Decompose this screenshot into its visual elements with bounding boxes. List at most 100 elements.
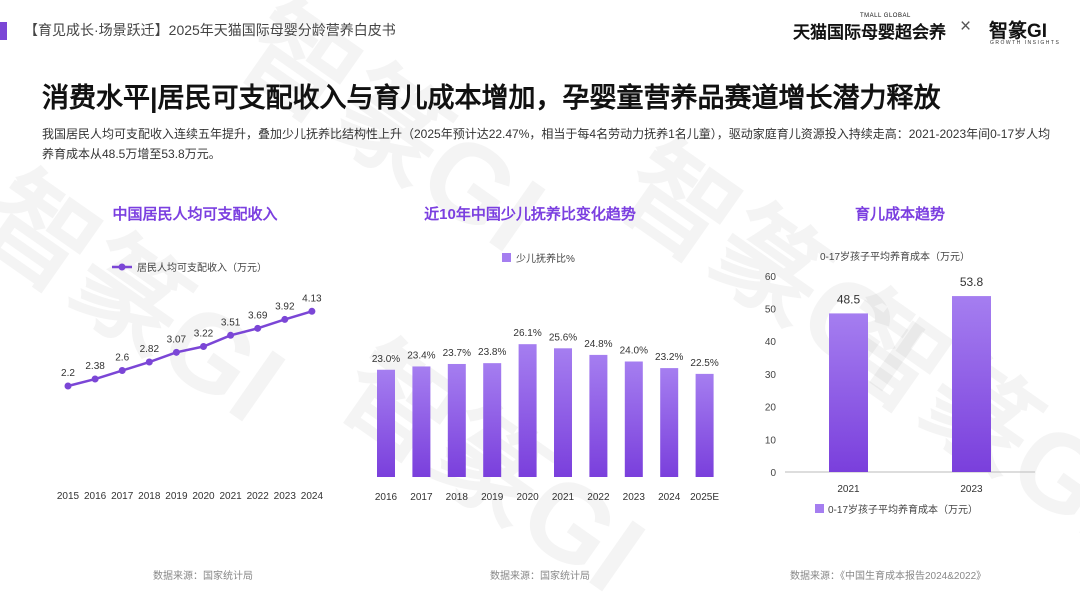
dependency-data-label: 25.6% bbox=[549, 332, 577, 343]
income-point bbox=[281, 315, 289, 323]
cost-data-label: 53.8 bbox=[960, 275, 984, 289]
cost-chart-subtitle: 0-17岁孩子平均养育成本（万元） bbox=[820, 250, 970, 263]
page-title: 消费水平|居民可支配收入与育儿成本增加，孕婴童营养品赛道增长潜力释放 bbox=[42, 83, 941, 113]
brand-gi-logo: 智篆GI bbox=[989, 21, 1048, 42]
cost-bar bbox=[952, 296, 991, 472]
brand-tmall-logo: 天猫国际母婴超会养 bbox=[793, 23, 946, 42]
x-tick-label: 2023 bbox=[274, 491, 297, 502]
income-point bbox=[308, 307, 316, 315]
x-tick-label: 2017 bbox=[111, 491, 134, 502]
cost-data-label: 48.5 bbox=[837, 292, 861, 306]
income-data-label: 4.13 bbox=[302, 293, 322, 304]
income-data-label: 2.2 bbox=[61, 368, 75, 379]
header: 【育见成长·场景跃迁】2025年天猫国际母婴分龄营养白皮书 TMALL GLOB… bbox=[0, 0, 1080, 62]
dependency-bar bbox=[554, 348, 572, 477]
dependency-bar bbox=[377, 369, 395, 477]
report-title: 【育见成长·场景跃迁】2025年天猫国际母婴分龄营养白皮书 bbox=[24, 22, 396, 38]
x-tick-label: 2018 bbox=[138, 491, 161, 502]
dependency-bar bbox=[412, 366, 431, 477]
dependency-bar bbox=[483, 363, 502, 477]
income-point bbox=[118, 367, 126, 375]
income-data-label: 3.92 bbox=[275, 301, 295, 312]
brand-separator: × bbox=[960, 16, 972, 37]
x-tick-label: 2017 bbox=[410, 492, 433, 503]
brand-gi-en: GROWTH INSIGHTS bbox=[990, 40, 1061, 46]
income-chart-title: 中国居民人均可支配收入 bbox=[112, 206, 278, 223]
cost-source: 数据来源：《中国生育成本报告2024&2022》 bbox=[790, 571, 987, 582]
dependency-data-label: 24.8% bbox=[584, 339, 612, 350]
brand-tmall-en: TMALL GLOBAL bbox=[860, 13, 911, 19]
x-tick-label: 2022 bbox=[587, 492, 610, 503]
income-data-label: 3.22 bbox=[194, 329, 214, 340]
x-tick-label: 2019 bbox=[165, 491, 188, 502]
dependency-bar bbox=[660, 368, 679, 477]
legend-label: 居民人均可支配收入（万元） bbox=[137, 261, 267, 274]
income-data-label: 2.6 bbox=[115, 353, 129, 364]
income-point bbox=[227, 331, 235, 339]
x-tick-label: 2016 bbox=[84, 491, 107, 502]
x-tick-label: 2020 bbox=[192, 491, 215, 502]
income-point bbox=[64, 382, 72, 390]
y-tick-label: 60 bbox=[765, 272, 777, 283]
dependency-source: 数据来源：国家统计局 bbox=[490, 571, 590, 582]
y-tick-label: 40 bbox=[765, 337, 777, 348]
income-point bbox=[254, 324, 262, 332]
x-tick-label: 2023 bbox=[960, 484, 983, 495]
x-tick-label: 2021 bbox=[837, 484, 860, 495]
dependency-data-label: 23.8% bbox=[478, 347, 506, 358]
y-tick-label: 20 bbox=[765, 403, 777, 414]
dependency-bar-chart: 少儿抚养比% 23.0% 2016 23.4% 2017 23.7% 2018 23.8% 20… bbox=[372, 252, 720, 503]
income-data-label: 2.82 bbox=[140, 344, 160, 355]
income-data-label: 3.07 bbox=[167, 334, 187, 345]
income-data-label: 3.51 bbox=[221, 317, 241, 328]
legend-label: 少儿抚养比% bbox=[516, 252, 575, 265]
income-point bbox=[200, 343, 207, 351]
dependency-bar bbox=[518, 344, 537, 477]
legend-swatch bbox=[502, 253, 511, 262]
header-accent-bar bbox=[0, 22, 7, 40]
dependency-bar bbox=[624, 361, 643, 477]
x-tick-label: 2019 bbox=[481, 492, 504, 503]
y-tick-label: 0 bbox=[770, 468, 776, 479]
x-tick-label: 2025E bbox=[690, 492, 719, 503]
cost-chart-title: 育儿成本趋势 bbox=[854, 206, 945, 223]
y-tick-label: 10 bbox=[765, 435, 777, 446]
income-source: 数据来源：国家统计局 bbox=[153, 571, 253, 582]
x-tick-label: 2018 bbox=[446, 492, 469, 503]
income-point bbox=[91, 375, 99, 383]
dependency-data-label: 24.0% bbox=[620, 346, 648, 357]
income-data-label: 3.69 bbox=[248, 310, 268, 321]
dependency-bar bbox=[447, 363, 466, 477]
y-tick-label: 50 bbox=[765, 305, 777, 316]
dependency-bar bbox=[589, 354, 608, 477]
income-data-label: 2.38 bbox=[85, 361, 105, 372]
x-tick-label: 2023 bbox=[623, 492, 646, 503]
dependency-bar bbox=[695, 373, 714, 477]
page-description: 我国居民人均可支配收入连续五年提升，叠加少儿抚养比结构性上升（2025年预计达2… bbox=[42, 127, 1051, 161]
cost-bar-chart: 0-17岁孩子平均养育成本（万元） 0 10 20 30 40 50 60 48.5 2021 53… bbox=[765, 250, 1035, 516]
x-tick-label: 2020 bbox=[516, 492, 539, 503]
dependency-data-label: 26.1% bbox=[513, 328, 541, 339]
y-tick-label: 30 bbox=[765, 370, 777, 381]
cost-bar bbox=[829, 313, 868, 472]
income-series-line bbox=[67, 310, 313, 388]
legend-swatch bbox=[815, 504, 824, 513]
legend-label: 0-17岁孩子平均养育成本（万元） bbox=[828, 503, 978, 516]
x-tick-label: 2024 bbox=[301, 491, 324, 502]
x-tick-label: 2021 bbox=[219, 491, 242, 502]
x-tick-label: 2021 bbox=[552, 492, 575, 503]
x-tick-label: 2024 bbox=[658, 492, 681, 503]
dependency-data-label: 22.5% bbox=[690, 358, 718, 369]
legend-marker bbox=[118, 263, 126, 271]
x-tick-label: 2015 bbox=[57, 491, 80, 502]
x-tick-label: 2016 bbox=[375, 492, 398, 503]
income-point bbox=[145, 358, 153, 366]
income-point bbox=[172, 348, 180, 356]
x-tick-label: 2022 bbox=[247, 491, 270, 502]
income-line-chart: 居民人均可支配收入（万元） 2.2 2015 2.38 2016 2.6 2017 2.82 2… bbox=[57, 261, 324, 502]
dependency-data-label: 23.4% bbox=[407, 350, 435, 361]
dependency-data-label: 23.7% bbox=[443, 348, 471, 359]
dependency-data-label: 23.2% bbox=[655, 352, 683, 363]
dependency-chart-title: 近10年中国少儿抚养比变化趋势 bbox=[424, 206, 636, 223]
dependency-data-label: 23.0% bbox=[372, 354, 400, 365]
